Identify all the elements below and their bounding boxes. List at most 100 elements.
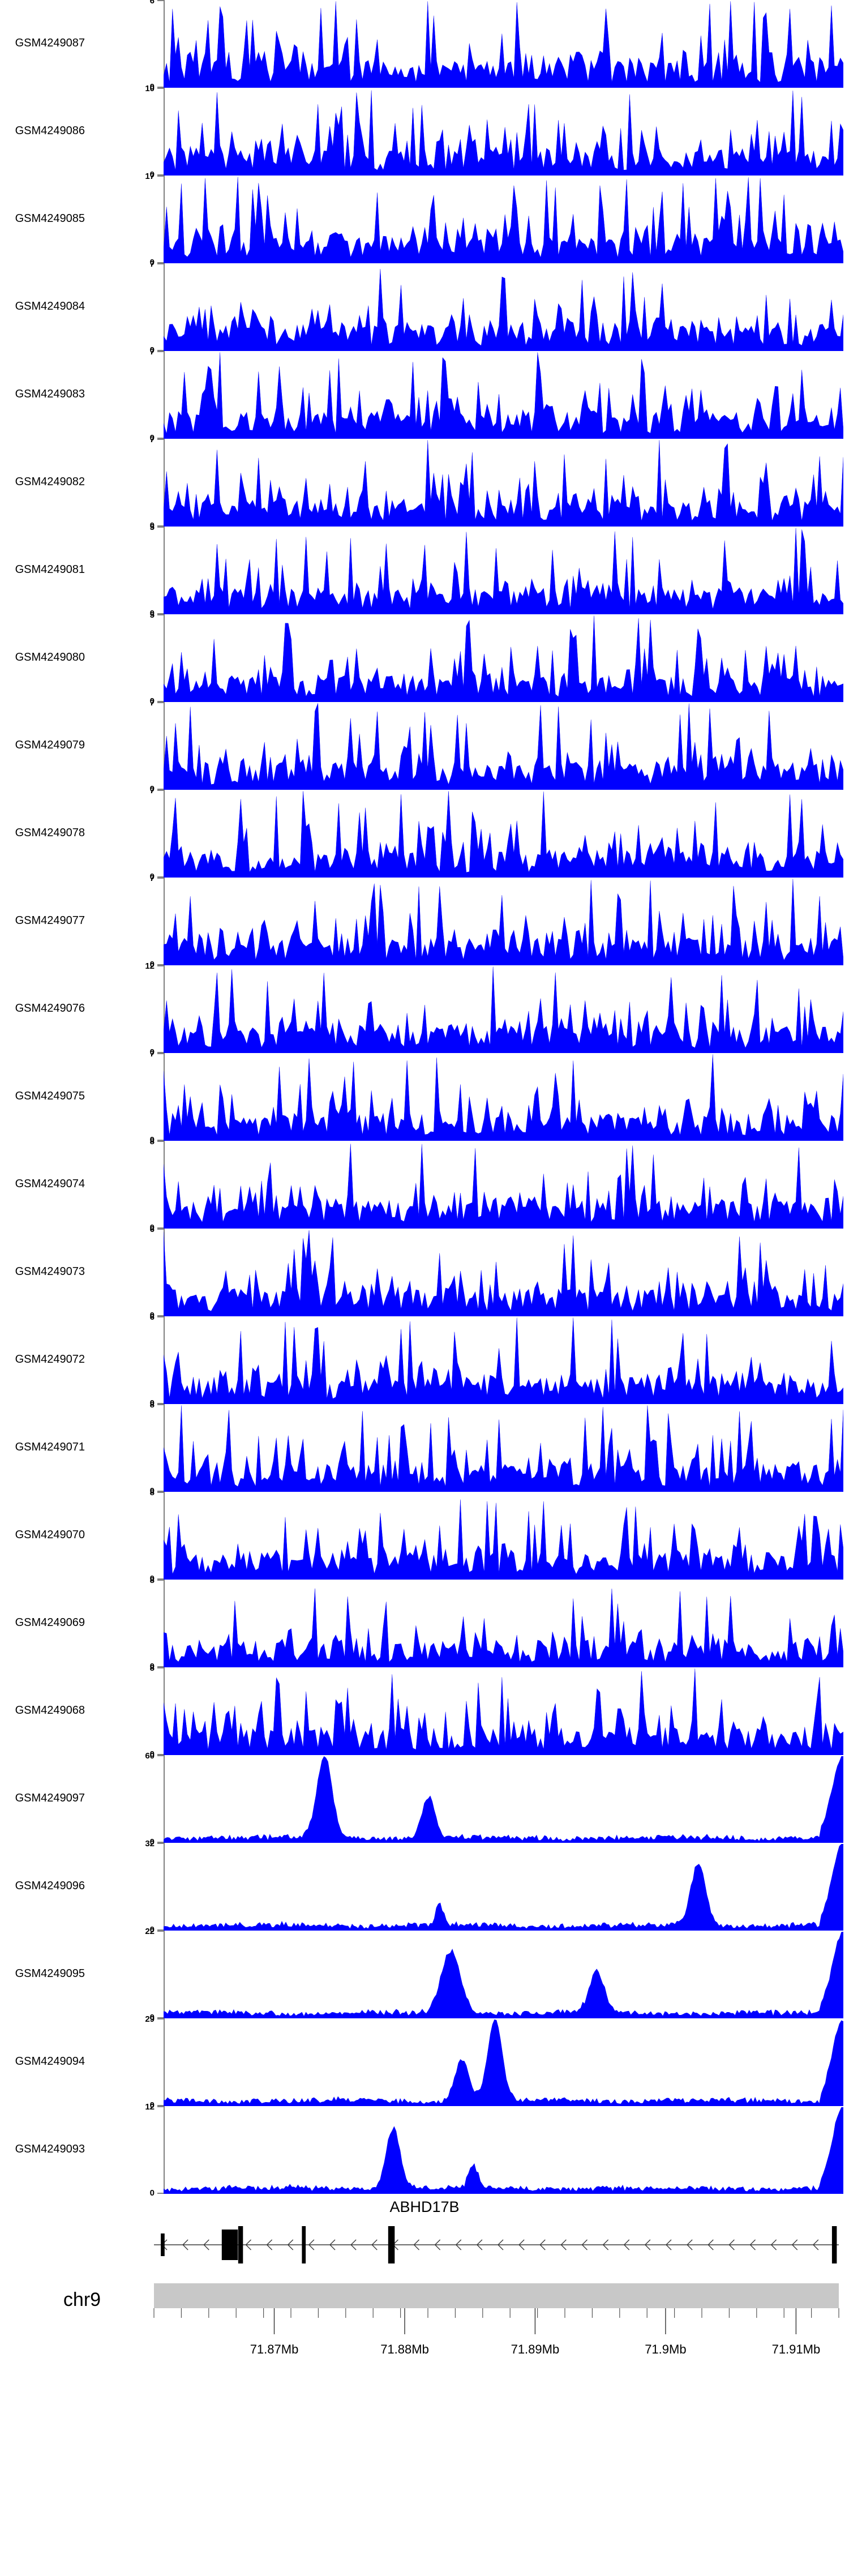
strand-arrow-icon xyxy=(707,2239,714,2250)
track-label-text: GSM4249075 xyxy=(15,1089,85,1102)
signal-plot-area xyxy=(164,0,843,88)
signal-plot-area xyxy=(164,2106,843,2194)
coverage-track: GSM4249071 8 0 xyxy=(0,1401,849,1496)
gene-name-label: ABHD17B xyxy=(389,2198,460,2215)
strand-arrow-icon xyxy=(476,2239,483,2250)
y-axis-tick-top xyxy=(157,702,164,703)
track-label-text: GSM4249097 xyxy=(15,1791,85,1804)
y-axis-tick-bottom xyxy=(157,1842,164,1843)
strand-arrow-icon xyxy=(539,2239,546,2250)
coordinate-axis-panel: chr9 71.87Mb 71.88Mb 71.89Mb 71.9Mb 71.91Mb xyxy=(0,2279,849,2403)
strand-arrow-icon xyxy=(812,2239,819,2250)
axis-tick-label: 71.91Mb xyxy=(771,2342,821,2356)
coverage-track: GSM4249081 5 0 xyxy=(0,523,849,618)
y-axis-min-label: 0 xyxy=(149,1486,155,1496)
y-axis-min-label: 0 xyxy=(149,1047,155,1057)
strand-arrow-icon xyxy=(308,2239,315,2250)
strand-arrow-icon xyxy=(413,2239,419,2250)
axis-tick-label: 71.88Mb xyxy=(380,2342,429,2356)
track-y-axis: 10 0 xyxy=(145,84,167,179)
coverage-track: GSM4249095 22 0 xyxy=(0,1927,849,2022)
track-label-text: GSM4249078 xyxy=(15,826,85,839)
signal-plot-area xyxy=(164,614,843,702)
signal-area xyxy=(164,1230,843,1316)
y-axis-max-label: 22 xyxy=(145,1927,155,1936)
y-axis-min-label: 0 xyxy=(149,1925,155,1935)
gene-model-svg xyxy=(154,2226,839,2263)
signal-plot-area xyxy=(164,1931,843,2018)
y-axis-line xyxy=(164,0,165,88)
y-axis-tick-top xyxy=(157,1667,164,1668)
y-axis-tick-top xyxy=(157,614,164,615)
y-axis-tick-top xyxy=(157,88,164,89)
y-axis-tick-bottom xyxy=(157,876,164,878)
signal-area xyxy=(164,1499,843,1580)
y-axis-max-label: 12 xyxy=(145,961,155,971)
signal-area xyxy=(164,966,843,1053)
exon-block xyxy=(302,2226,306,2263)
track-label-text: GSM4249074 xyxy=(15,1177,85,1190)
y-axis-tick-bottom xyxy=(157,1491,164,1492)
y-axis-line xyxy=(164,1580,165,1667)
y-axis-max-label: 8 xyxy=(149,1137,155,1146)
y-axis-tick-bottom xyxy=(157,701,164,702)
signal-area xyxy=(164,440,843,527)
y-axis-line xyxy=(164,351,165,439)
coverage-track: GSM4249084 7 0 xyxy=(0,260,849,354)
signal-plot-area xyxy=(164,88,843,176)
track-label-text: GSM4249076 xyxy=(15,1002,85,1015)
coverage-track: GSM4249070 8 0 xyxy=(0,1488,849,1583)
signal-area xyxy=(164,703,843,790)
y-axis-min-label: 0 xyxy=(149,258,155,267)
y-axis-max-label: 10 xyxy=(145,84,155,93)
coverage-track: GSM4249083 7 0 xyxy=(0,348,849,442)
strand-arrow-icon xyxy=(350,2239,357,2250)
track-y-axis: 17 0 xyxy=(145,172,167,267)
y-axis-tick-bottom xyxy=(157,1227,164,1229)
y-axis-max-label: 5 xyxy=(149,523,155,532)
y-axis-min-label: 0 xyxy=(149,784,155,794)
y-axis-tick-bottom xyxy=(157,87,164,88)
y-axis-line xyxy=(164,2106,165,2194)
y-axis-max-label: 7 xyxy=(149,874,155,883)
y-axis-tick-bottom xyxy=(157,789,164,790)
y-axis-line xyxy=(164,1492,165,1580)
signal-plot-area xyxy=(164,702,843,790)
exon-block xyxy=(221,2230,238,2260)
signal-plot-area xyxy=(164,263,843,351)
y-axis-line xyxy=(164,790,165,878)
signal-area xyxy=(164,1,843,88)
axis-tick-label: 71.87Mb xyxy=(250,2342,299,2356)
track-label-text: GSM4249083 xyxy=(15,387,85,400)
exon-block xyxy=(161,2233,165,2256)
y-axis-min-label: 0 xyxy=(149,696,155,706)
y-axis-min-label: 0 xyxy=(149,872,155,882)
y-axis-max-label: 6 xyxy=(149,1225,155,1234)
track-y-axis: 60 0 xyxy=(145,1752,167,1846)
signal-plot-area xyxy=(164,1141,843,1229)
coverage-tracks-container: GSM4249087 6 0 GSM4249086 10 0 GSM4249085 17 0 GS… xyxy=(0,0,849,2197)
y-axis-tick-bottom xyxy=(157,2193,164,2194)
signal-plot-area xyxy=(164,1229,843,1316)
track-label-text: GSM4249087 xyxy=(15,36,85,49)
track-label-text: GSM4249081 xyxy=(15,563,85,576)
coverage-track: GSM4249068 8 0 xyxy=(0,1664,849,1758)
y-axis-tick-top xyxy=(157,1316,164,1317)
signal-area xyxy=(164,269,843,351)
y-axis-tick-top xyxy=(157,965,164,966)
y-axis-tick-bottom xyxy=(157,1754,164,1755)
strand-arrow-icon xyxy=(666,2239,672,2250)
y-axis-line xyxy=(164,527,165,614)
track-label-text: GSM4249080 xyxy=(15,651,85,664)
track-label-text: GSM4249077 xyxy=(15,914,85,927)
y-axis-tick-bottom xyxy=(157,964,164,965)
track-y-axis: 22 0 xyxy=(145,1927,167,2022)
strand-arrow-icon xyxy=(518,2239,525,2250)
strand-arrow-icon xyxy=(791,2239,798,2250)
strand-arrow-icon xyxy=(371,2239,378,2250)
track-label-text: GSM4249073 xyxy=(15,1265,85,1278)
